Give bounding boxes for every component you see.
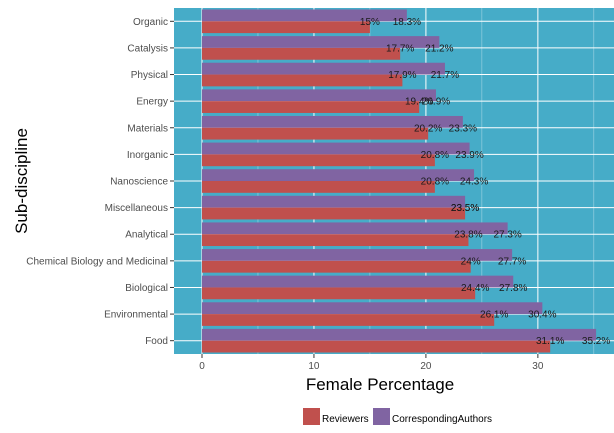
y-tick-label: Materials	[127, 123, 168, 134]
y-tick-label: Environmental	[104, 310, 168, 321]
bars	[201, 9, 597, 353]
x-tick-label: 0	[199, 361, 205, 372]
y-axis-title: Sub-discipline	[12, 128, 31, 234]
bar-corresponding-authors	[201, 302, 543, 315]
y-tick-label: Food	[145, 336, 168, 347]
bar-reviewers	[201, 101, 420, 113]
data-label-reviewers: 23.8%	[454, 230, 482, 241]
data-label-corresponding-authors: 23.3%	[449, 123, 477, 134]
bar-corresponding-authors	[201, 36, 440, 48]
bar-reviewers	[201, 181, 435, 193]
bar-reviewers	[201, 74, 403, 87]
legend-swatch	[373, 408, 390, 425]
y-tick-label: Miscellaneous	[105, 203, 168, 214]
bar-reviewers	[201, 21, 370, 34]
data-label-corresponding-authors: 18.3%	[393, 17, 421, 28]
bar-reviewers	[201, 340, 551, 353]
data-label-corresponding-authors: 35.2%	[582, 336, 610, 347]
bar-reviewers	[201, 287, 476, 300]
y-tick-label: Energy	[136, 97, 168, 108]
data-label-corresponding-authors: 23.5%	[451, 203, 479, 214]
bar-reviewers	[201, 234, 469, 247]
x-tick-label: 30	[532, 361, 544, 372]
bar-corresponding-authors	[201, 195, 466, 208]
data-label-reviewers: 17.9%	[388, 70, 416, 81]
y-tick-label: Catalysis	[127, 43, 168, 54]
x-tick-label: 20	[420, 361, 432, 372]
data-label-reviewers: 24.4%	[461, 283, 489, 294]
data-label-reviewers: 23.5%	[451, 203, 479, 214]
bar-reviewers	[201, 260, 471, 273]
data-label-corresponding-authors: 21.2%	[425, 43, 453, 54]
bar-reviewers	[201, 314, 495, 326]
y-tick-label: Biological	[125, 283, 168, 294]
data-label-reviewers: 15%	[360, 17, 380, 28]
data-label-reviewers: 19.4%	[405, 97, 433, 108]
legend-label: Reviewers	[322, 414, 369, 425]
bar-corresponding-authors	[201, 89, 436, 102]
data-label-corresponding-authors: 21.7%	[431, 70, 459, 81]
x-axis-title: Female Percentage	[306, 375, 454, 394]
data-label-reviewers: 20.8%	[421, 177, 449, 188]
data-label-reviewers: 31.1%	[536, 336, 564, 347]
y-tick-label: Physical	[131, 70, 168, 81]
bar-corresponding-authors	[201, 222, 508, 235]
y-axis: Organic Catalysis Physical Energy Materials I…	[26, 17, 174, 347]
legend: Reviewers CorrespondingAuthors	[303, 408, 492, 425]
y-tick-label: Nanoscience	[110, 177, 168, 188]
bar-corresponding-authors	[201, 9, 407, 22]
y-tick-label: Organic	[133, 17, 168, 28]
data-labels: 15% 18.3% 17.7% 21.2% 17.9% 21.7% 19.4%20.9% 20…	[360, 17, 610, 347]
bar-corresponding-authors	[201, 142, 470, 155]
bar-corresponding-authors	[201, 275, 514, 288]
bar-reviewers	[201, 154, 435, 167]
data-label-corresponding-authors: 24.3%	[460, 177, 488, 188]
data-label-corresponding-authors: 23.9%	[455, 150, 483, 161]
legend-swatch	[303, 408, 320, 425]
data-label-reviewers: 20.2%	[414, 123, 442, 134]
legend-label: CorrespondingAuthors	[392, 414, 492, 425]
y-tick-label: Chemical Biology and Medicinal	[26, 256, 168, 267]
bar-reviewers	[201, 47, 401, 60]
x-tick-label: 10	[308, 361, 320, 372]
data-label-reviewers: 26.1%	[480, 310, 508, 321]
bar-corresponding-authors	[201, 249, 513, 261]
data-label-corresponding-authors: 30.4%	[528, 310, 556, 321]
bar-corresponding-authors	[201, 169, 475, 181]
y-tick-label: Inorganic	[127, 150, 168, 161]
data-label-corresponding-authors: 27.7%	[498, 256, 526, 267]
data-label-corresponding-authors: 20.9%	[422, 97, 450, 108]
y-tick-label: Analytical	[125, 230, 168, 241]
bar-corresponding-authors	[201, 62, 445, 75]
bar-reviewers	[201, 207, 466, 220]
data-label-reviewers: 24%	[461, 256, 481, 267]
data-label-corresponding-authors: 27.8%	[499, 283, 527, 294]
x-axis: 0 10 20 30	[199, 354, 544, 372]
data-label-reviewers: 20.8%	[421, 150, 449, 161]
bar-corresponding-authors	[201, 115, 463, 128]
data-label-reviewers: 17.7%	[386, 43, 414, 54]
bar-corresponding-authors	[201, 328, 597, 341]
data-label-corresponding-authors: 27.3%	[493, 230, 521, 241]
bar-reviewers	[201, 127, 429, 140]
